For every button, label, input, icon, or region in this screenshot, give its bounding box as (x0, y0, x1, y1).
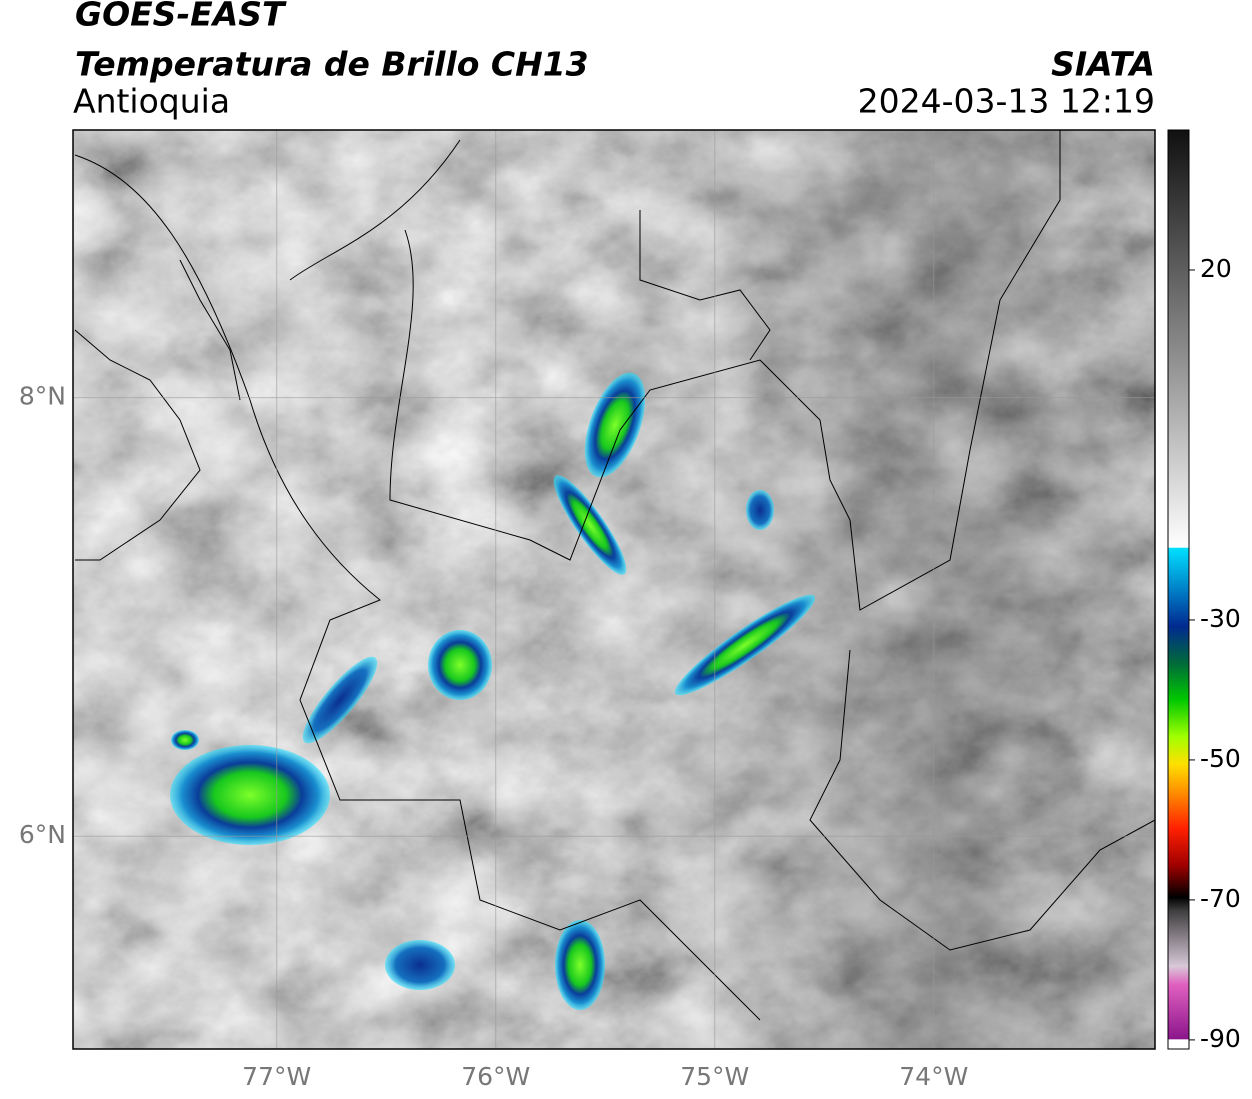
boundary (639, 210, 1155, 951)
shade (73, 130, 1155, 1049)
boundary (389, 130, 1061, 611)
datetime: 2024-03-13 12:19 (858, 82, 1155, 121)
lon-tick-label: 76°W (461, 1062, 530, 1091)
region: Antioquia (73, 82, 230, 121)
title: GOES-EAST (75, 0, 287, 34)
map-frame (72, 129, 1156, 1050)
convective-cell (746, 490, 774, 530)
convective-cell (385, 940, 455, 990)
convective-cell (428, 630, 492, 700)
convective-cell (553, 475, 627, 575)
convective-cell (674, 594, 816, 696)
convective-cell (584, 372, 646, 478)
satellite-image (73, 130, 1155, 1049)
convective-cell (555, 920, 605, 1010)
lon-tick-label: 77°W (242, 1062, 311, 1091)
source: SIATA (1051, 45, 1155, 84)
colorbar-tick-label: 20 (1200, 254, 1232, 283)
lon-tick-label: 74°W (899, 1062, 968, 1091)
convective-cell (171, 730, 199, 750)
coastline (74, 139, 461, 561)
subtitle: Temperatura de Brillo CH13 (75, 45, 589, 84)
convective-cell (170, 745, 330, 845)
colorbar-tick-label: -50 (1200, 744, 1241, 773)
graticule (73, 130, 1155, 1049)
colorbar-tick-label: -30 (1200, 604, 1241, 633)
colorbar-tick-label: -90 (1200, 1024, 1241, 1053)
colorbar-tick-label: -70 (1200, 884, 1241, 913)
lon-tick-label: 75°W (680, 1062, 749, 1091)
boundary (74, 154, 761, 1021)
lat-tick-label: 8°N (19, 382, 66, 411)
colorbar (1167, 129, 1190, 1050)
lat-tick-label: 6°N (19, 820, 66, 849)
convective-cell (302, 656, 378, 744)
